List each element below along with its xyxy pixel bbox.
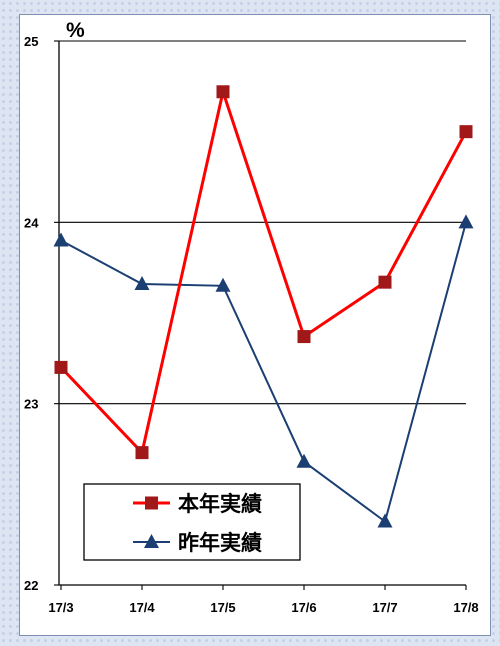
series-line <box>59 86 468 456</box>
data-point <box>215 277 231 292</box>
x-tick-label: 17/7 <box>372 600 397 615</box>
legend-triangle-marker <box>144 534 159 548</box>
data-point <box>53 232 69 247</box>
data-point <box>378 275 392 289</box>
legend-square-marker <box>145 496 158 510</box>
y-tick-label: 22 <box>24 578 38 593</box>
axes <box>58 41 466 586</box>
x-tick-label: 17/6 <box>291 600 316 615</box>
x-tick-label: 17/5 <box>210 600 235 615</box>
y-tick-label: 24 <box>24 215 39 230</box>
y-tick-label: 25 <box>24 34 38 49</box>
data-point <box>459 125 473 139</box>
data-point <box>297 330 311 344</box>
data-point <box>135 446 149 460</box>
series-current-year <box>54 85 473 460</box>
data-point <box>54 360 68 374</box>
x-tick-label: 17/4 <box>129 600 155 615</box>
data-point <box>296 453 312 468</box>
data-point <box>377 513 393 528</box>
data-point <box>458 214 474 229</box>
series-line <box>60 222 467 524</box>
legend-label: 昨年実績 <box>178 531 262 555</box>
y-tick-label: 23 <box>24 397 38 412</box>
x-tick-label: 17/3 <box>48 600 73 615</box>
series <box>53 85 474 528</box>
data-point <box>134 275 150 290</box>
legend-label: 本年実績 <box>178 492 262 516</box>
series-previous-year <box>53 214 474 528</box>
legend-box <box>83 483 301 561</box>
y-axis-unit-label: % <box>66 19 85 42</box>
data-point <box>216 85 230 99</box>
x-tick-labels: 17/3 17/4 17/5 17/6 17/7 17/8 <box>48 585 479 615</box>
grid-lines <box>59 40 466 405</box>
y-tick-labels: 22 23 24 25 <box>24 34 59 593</box>
x-tick-label: 17/8 <box>453 600 478 615</box>
